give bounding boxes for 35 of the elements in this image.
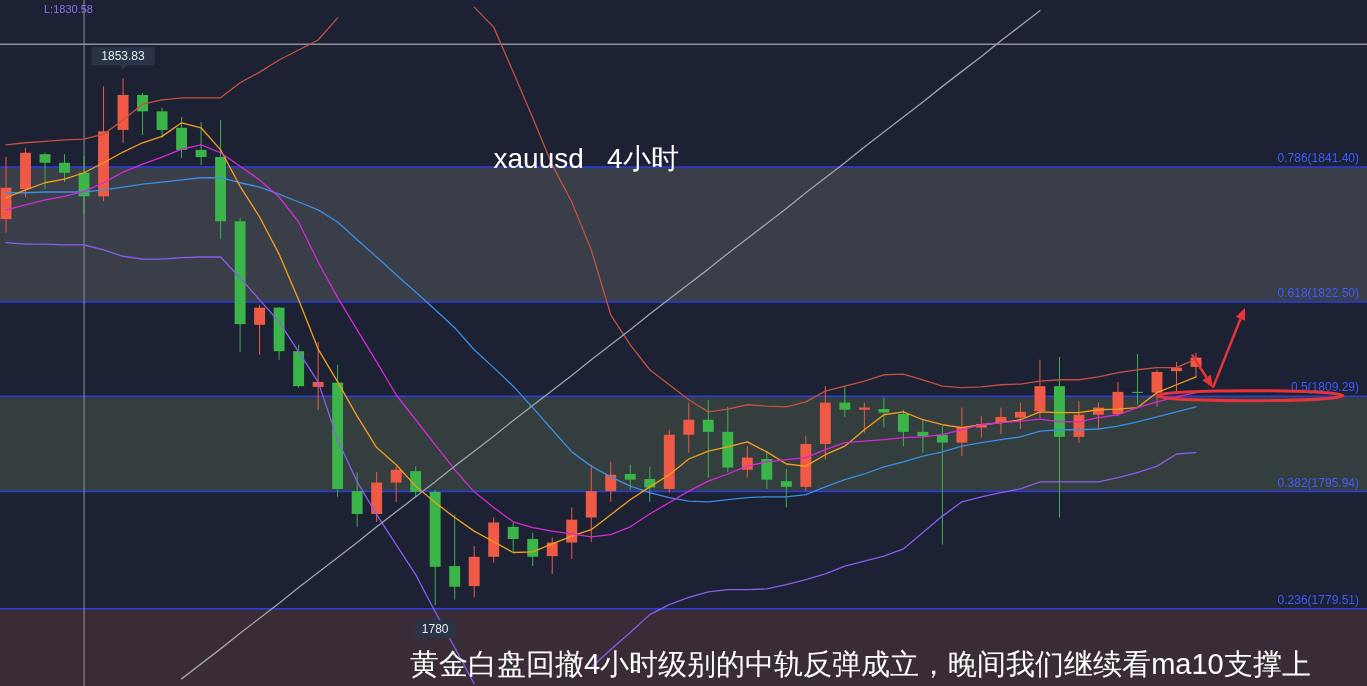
- candlestick: [936, 425, 948, 546]
- candlestick: [527, 532, 539, 567]
- candlestick: [39, 152, 51, 190]
- candlestick: [878, 397, 890, 429]
- candlestick: [176, 116, 188, 159]
- candlestick: [351, 472, 363, 528]
- annotation: 1853.83: [101, 49, 146, 64]
- candlestick: [683, 402, 695, 454]
- candlestick: [897, 409, 909, 447]
- candlestick: [1014, 402, 1026, 430]
- candlestick: [195, 121, 207, 166]
- ref-line-label: 0.5(1809.29): [1290, 380, 1359, 395]
- ref-line-label: 0.236(1779.51): [1277, 592, 1359, 607]
- candlestick: [858, 402, 870, 434]
- candlestick: [390, 466, 402, 503]
- candlestick: [59, 153, 70, 183]
- candlestick: [644, 466, 656, 503]
- candlestick: [605, 461, 617, 503]
- candlestick: [156, 107, 168, 139]
- candlestick: [254, 304, 266, 356]
- candlestick: [839, 386, 851, 418]
- candlestick: [449, 514, 461, 601]
- ref-line-label: 0.786(1841.40): [1277, 151, 1359, 166]
- candlestick: [410, 466, 422, 499]
- annotation: 1780: [421, 622, 449, 637]
- candlestick: [761, 452, 773, 490]
- candlestick: [702, 399, 714, 479]
- candlestick: [917, 419, 929, 454]
- candlestick: [624, 464, 636, 491]
- annotation: L:1830.58: [44, 3, 93, 15]
- candlestick: [780, 468, 792, 509]
- candlestick: [507, 522, 519, 553]
- ref-line-label: 0.618(1822.50): [1277, 285, 1359, 300]
- ref-line-label: 0.382(1795.94): [1277, 475, 1359, 490]
- candlestick: [1132, 353, 1143, 406]
